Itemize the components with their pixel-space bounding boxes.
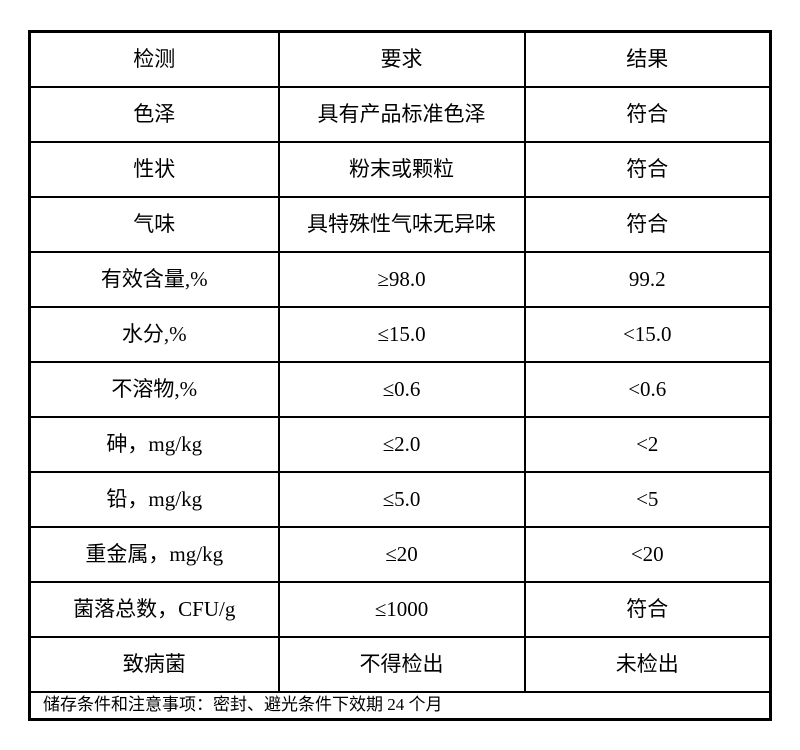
column-header-test: 检测 [28, 30, 280, 88]
result-cell: <15.0 [523, 306, 772, 363]
table-row: 致病菌 不得检出 未检出 [28, 636, 772, 693]
test-name-cell: 不溶物,% [28, 361, 280, 418]
result-cell: <20 [523, 526, 772, 583]
table-row: 有效含量,% ≥98.0 99.2 [28, 251, 772, 308]
table-row: 不溶物,% ≤0.6 <0.6 [28, 361, 772, 418]
test-name-cell: 有效含量,% [28, 251, 280, 308]
table-row: 水分,% ≤15.0 <15.0 [28, 306, 772, 363]
result-cell: 符合 [523, 141, 772, 198]
footer-row: 储存条件和注意事项：密封、避光条件下效期 24 个月 [28, 691, 772, 721]
inspection-table: 检测 要求 结果 色泽 具有产品标准色泽 符合 性状 粉末或颗粒 符合 气味 具特殊性气味无异… [28, 30, 772, 721]
test-name-cell: 致病菌 [28, 636, 280, 693]
result-cell: 未检出 [523, 636, 772, 693]
requirement-cell: ≤20 [277, 526, 526, 583]
requirement-cell: ≤0.6 [277, 361, 526, 418]
requirement-cell: ≤2.0 [277, 416, 526, 473]
requirement-cell: ≥98.0 [277, 251, 526, 308]
test-name-cell: 水分,% [28, 306, 280, 363]
result-cell: 99.2 [523, 251, 772, 308]
storage-note: 储存条件和注意事项：密封、避光条件下效期 24 个月 [28, 691, 772, 721]
requirement-cell: 粉末或颗粒 [277, 141, 526, 198]
result-cell: 符合 [523, 196, 772, 253]
test-name-cell: 铅，mg/kg [28, 471, 280, 528]
result-cell: <0.6 [523, 361, 772, 418]
column-header-result: 结果 [523, 30, 772, 88]
table-row: 色泽 具有产品标准色泽 符合 [28, 86, 772, 143]
requirement-cell: ≤5.0 [277, 471, 526, 528]
requirement-cell: ≤1000 [277, 581, 526, 638]
table-row: 砷，mg/kg ≤2.0 <2 [28, 416, 772, 473]
requirement-cell: 不得检出 [277, 636, 526, 693]
table-row: 气味 具特殊性气味无异味 符合 [28, 196, 772, 253]
test-name-cell: 色泽 [28, 86, 280, 143]
table-row: 性状 粉末或颗粒 符合 [28, 141, 772, 198]
result-cell: <5 [523, 471, 772, 528]
table-row: 铅，mg/kg ≤5.0 <5 [28, 471, 772, 528]
test-name-cell: 砷，mg/kg [28, 416, 280, 473]
requirement-cell: ≤15.0 [277, 306, 526, 363]
result-cell: <2 [523, 416, 772, 473]
requirement-cell: 具有产品标准色泽 [277, 86, 526, 143]
result-cell: 符合 [523, 581, 772, 638]
test-name-cell: 气味 [28, 196, 280, 253]
test-name-cell: 重金属，mg/kg [28, 526, 280, 583]
result-cell: 符合 [523, 86, 772, 143]
test-name-cell: 菌落总数，CFU/g [28, 581, 280, 638]
table-row: 重金属，mg/kg ≤20 <20 [28, 526, 772, 583]
column-header-requirement: 要求 [277, 30, 526, 88]
header-row: 检测 要求 结果 [28, 30, 772, 88]
table-row: 菌落总数，CFU/g ≤1000 符合 [28, 581, 772, 638]
test-name-cell: 性状 [28, 141, 280, 198]
requirement-cell: 具特殊性气味无异味 [277, 196, 526, 253]
